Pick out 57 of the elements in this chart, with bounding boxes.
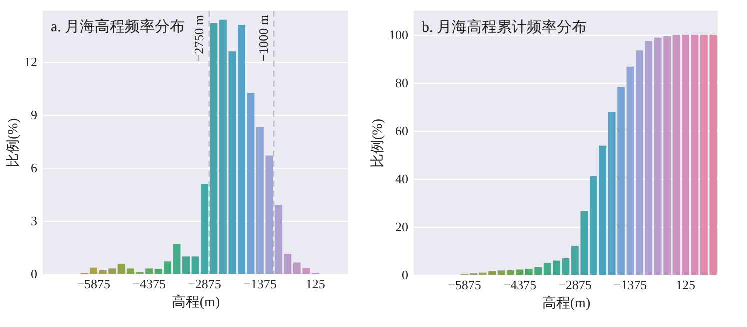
x-tick-label: −4375 <box>503 278 537 292</box>
y-tick-label: 100 <box>389 28 408 42</box>
bar <box>525 269 533 275</box>
bar <box>228 52 236 274</box>
bar <box>534 267 542 275</box>
x-axis-title: 高程(m) <box>172 294 220 310</box>
bar <box>247 93 255 274</box>
y-tick-label: 40 <box>396 172 408 186</box>
y-tick-label: 0 <box>31 266 38 282</box>
bar <box>266 156 274 274</box>
y-tick-label: 0 <box>402 268 408 282</box>
text: b. 月海高程累计频率分布 <box>422 19 587 36</box>
x-tick-label: −5875 <box>77 276 111 292</box>
y-tick-label: 80 <box>396 76 408 90</box>
bar <box>691 35 699 275</box>
x-tick-label: −4375 <box>132 276 166 292</box>
x-tick-label: 125 <box>306 276 326 292</box>
x-tick-label: −1375 <box>244 276 277 292</box>
text: a. 月海高程频率分布 <box>51 18 186 36</box>
bar <box>608 112 616 275</box>
bar <box>146 268 153 274</box>
bar <box>164 262 172 274</box>
bar <box>256 127 264 274</box>
bar <box>154 269 162 274</box>
x-axis-title: 高程(m) <box>542 296 591 312</box>
bar <box>173 244 181 274</box>
bar <box>618 87 625 275</box>
x-tick-label: −1375 <box>614 278 648 292</box>
y-axis-title: 比例(%) <box>370 118 386 168</box>
bar <box>516 270 524 275</box>
y-tick-label: 60 <box>396 124 408 138</box>
y-axis-title: 比例(%) <box>6 118 22 168</box>
y-tick-label: 12 <box>24 54 38 70</box>
bar <box>507 270 514 275</box>
bar <box>192 256 200 274</box>
bar <box>210 23 218 274</box>
annotation: −1000 m <box>256 15 272 62</box>
x-tick-label: −5875 <box>448 278 482 292</box>
bar <box>682 35 690 275</box>
bar <box>562 258 570 275</box>
x-tick-label: 125 <box>676 278 696 292</box>
bar <box>201 184 208 274</box>
bar <box>498 270 506 275</box>
bar <box>626 66 634 275</box>
bar <box>238 25 246 274</box>
x-tick-label: −2875 <box>188 276 222 292</box>
y-tick-label: 20 <box>396 220 408 234</box>
bar <box>220 20 227 274</box>
bar <box>636 50 644 275</box>
bar <box>645 41 653 275</box>
x-tick-label: −2875 <box>558 278 592 292</box>
y-tick-label: 3 <box>31 214 38 229</box>
annotation: −2750 m <box>191 15 206 62</box>
bar <box>182 256 190 274</box>
y-tick-label: 6 <box>31 160 38 176</box>
y-tick-label: 9 <box>31 108 38 123</box>
bar <box>672 35 680 275</box>
